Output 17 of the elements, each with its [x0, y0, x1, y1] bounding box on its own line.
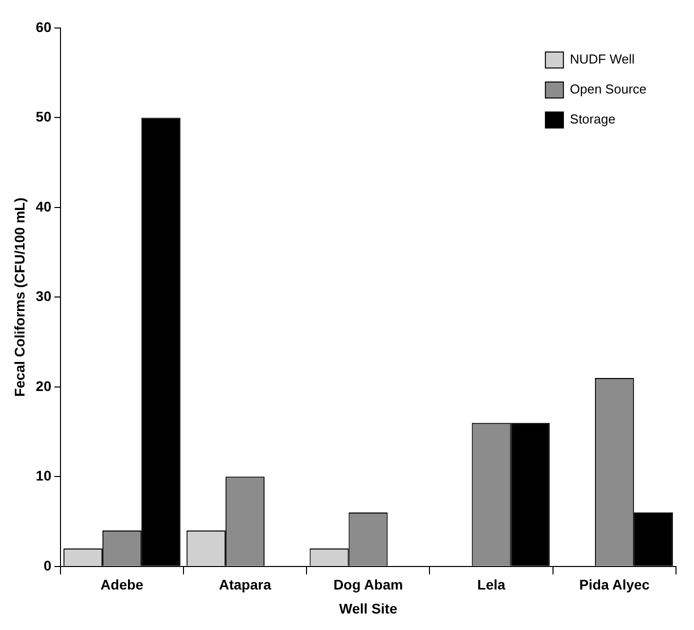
- y-tick-label: 20: [36, 378, 52, 394]
- y-tick-label: 30: [36, 288, 52, 304]
- x-axis-title: Well Site: [339, 600, 398, 616]
- y-tick-label: 60: [36, 18, 52, 35]
- legend-label: Open Source: [570, 82, 647, 97]
- y-tick-label: 10: [36, 468, 52, 484]
- y-axis-title: Fecal Coliforms (CFU/100 mL): [11, 198, 28, 397]
- x-tick-label: Atapara: [218, 576, 272, 593]
- x-tick-label: Adebe: [100, 576, 144, 593]
- y-tick-label: 40: [36, 198, 52, 214]
- legend-label: Storage: [570, 112, 616, 127]
- x-tick-label: Dog Abam: [333, 576, 403, 593]
- legend-label: NUDF Well: [570, 52, 635, 67]
- y-tick-label: 50: [36, 108, 52, 125]
- x-tick-label: Pida Alyec: [579, 576, 650, 593]
- y-tick-label: 0: [44, 557, 52, 574]
- x-tick-label: Lela: [477, 576, 506, 593]
